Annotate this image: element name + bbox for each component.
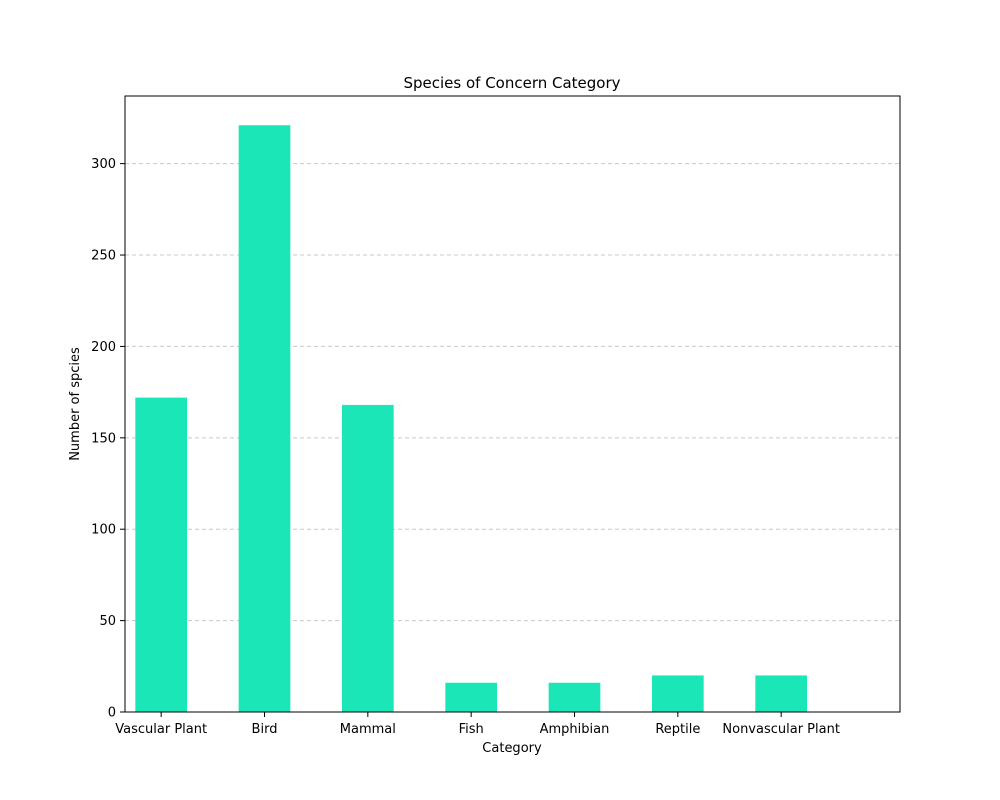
bar — [755, 675, 807, 712]
y-tick-label: 100 — [91, 523, 116, 538]
y-tick-label: 0 — [108, 706, 116, 721]
y-tick-label: 150 — [91, 431, 116, 446]
bar — [548, 682, 601, 712]
x-axis-ticks: Vascular Plant Bird Mammal Fish Amphibian Rep… — [115, 712, 840, 737]
y-tick-label: 250 — [91, 249, 116, 264]
chart-title: Species of Concern Category — [403, 74, 620, 92]
y-tick-label: 200 — [91, 340, 116, 355]
bar — [135, 397, 187, 712]
x-axis-label: Category — [482, 741, 542, 756]
bar — [652, 675, 704, 712]
x-tick-label: Reptile — [655, 722, 700, 737]
bar — [238, 125, 291, 713]
plot-frame — [124, 95, 901, 713]
x-tick-label: Bird — [252, 722, 278, 737]
y-axis-ticks: 0 50 100 150 200 250 300 — [91, 157, 125, 721]
x-tick-label: Nonvascular Plant — [722, 722, 840, 737]
x-tick-label: Mammal — [340, 722, 396, 737]
bar — [445, 682, 497, 712]
y-tick-label: 300 — [91, 157, 116, 172]
x-tick-label: Amphibian — [540, 722, 610, 737]
bars — [135, 125, 807, 713]
bar — [342, 404, 394, 712]
y-tick-label: 50 — [99, 614, 116, 629]
x-tick-label: Vascular Plant — [115, 722, 207, 737]
y-axis-label: Number of spcies — [68, 347, 83, 461]
x-tick-label: Fish — [459, 722, 484, 737]
